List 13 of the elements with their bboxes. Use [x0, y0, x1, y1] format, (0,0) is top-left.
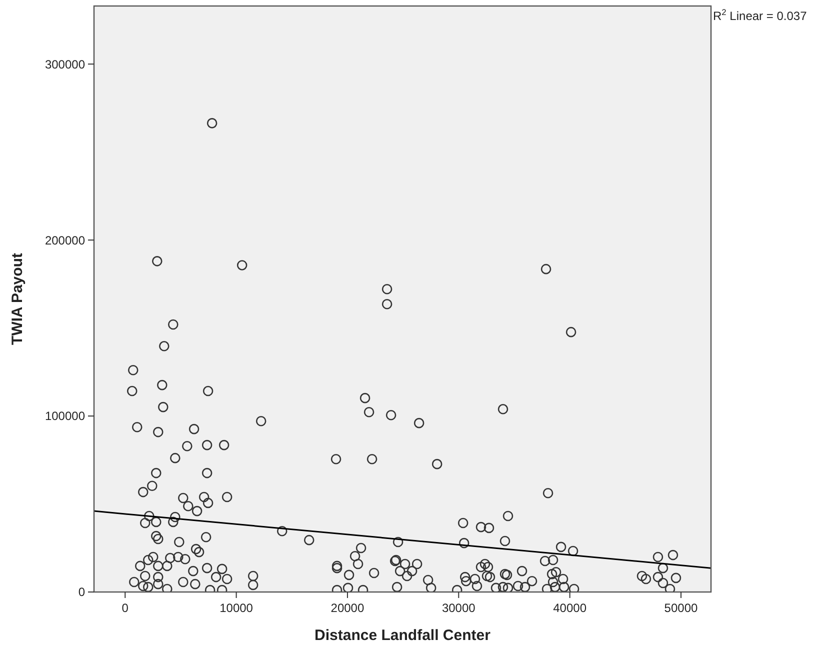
y-axis-title: TWIA Payout: [9, 253, 26, 345]
x-tick-label: 10000: [220, 601, 254, 615]
text: R$^{2}$ Linear = 0.037: [713, 7, 808, 23]
x-tick-label: 30000: [442, 601, 476, 615]
y-tick-label: 200000: [44, 233, 86, 248]
x-tick-label: 0: [122, 601, 129, 615]
x-tick-label: 20000: [330, 601, 364, 615]
y-tick-label: 100000: [44, 409, 86, 424]
y-tick-label: 0: [78, 585, 86, 600]
x-tick-label: 40000: [553, 601, 587, 615]
x-tick-label: 50000: [664, 601, 698, 615]
y-tick-label: 300000: [44, 57, 86, 72]
x-axis-title: Distance Landfall Center: [314, 627, 491, 644]
